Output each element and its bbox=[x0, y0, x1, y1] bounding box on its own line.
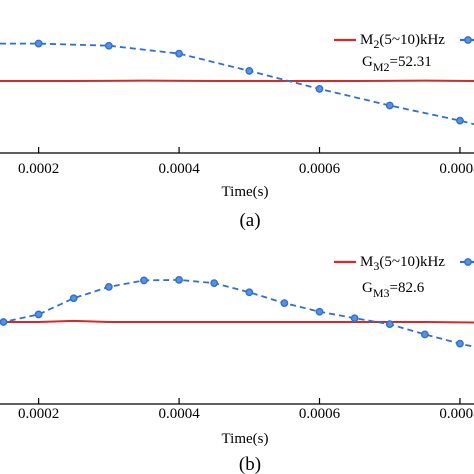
data-point bbox=[140, 276, 148, 285]
data-point bbox=[280, 299, 289, 307]
x-tick-label: 0.0002 bbox=[18, 161, 59, 177]
legend-entry-label: M2(5~10)kHz bbox=[360, 32, 445, 51]
data-point bbox=[175, 49, 183, 58]
data-point bbox=[350, 314, 359, 323]
x-axis-label: Time(s) bbox=[222, 184, 269, 200]
data-point bbox=[34, 39, 43, 48]
data-point bbox=[420, 330, 429, 339]
legend-marker-blue bbox=[464, 36, 472, 44]
x-tick-label: 0.0008 bbox=[439, 406, 474, 422]
legend-marker-blue bbox=[464, 258, 472, 266]
data-point bbox=[0, 318, 8, 326]
data-point bbox=[245, 288, 254, 297]
x-tick-label: 0.0006 bbox=[299, 406, 341, 422]
data-point bbox=[315, 307, 324, 316]
panel-label: (b) bbox=[239, 454, 261, 474]
x-tick-label: 0.0004 bbox=[158, 406, 200, 422]
x-tick-label: 0.0004 bbox=[158, 161, 200, 177]
x-tick-label: 0.0002 bbox=[18, 406, 59, 422]
data-point bbox=[69, 294, 78, 303]
data-point bbox=[104, 41, 113, 50]
legend-box bbox=[330, 250, 474, 272]
legend-entry-label: M3(5~10)kHz bbox=[360, 254, 445, 273]
data-point bbox=[456, 339, 464, 348]
x-tick-label: 0.0008 bbox=[439, 161, 474, 177]
data-point bbox=[245, 67, 254, 75]
data-point bbox=[385, 320, 394, 329]
panel-b: 0.0002 0.0004 0.0006 0.0008 Time(s) (b) M3(5~1… bbox=[0, 250, 474, 474]
data-point bbox=[34, 310, 43, 319]
legend-box bbox=[330, 28, 474, 50]
x-axis-label: Time(s) bbox=[222, 431, 269, 447]
gain-annotation: GM3=82.6 bbox=[362, 280, 425, 300]
data-point bbox=[456, 116, 464, 125]
data-point bbox=[315, 85, 324, 93]
panel-label: (a) bbox=[239, 210, 260, 231]
data-point bbox=[210, 279, 219, 288]
series-line-solid bbox=[0, 319, 474, 324]
data-point bbox=[104, 282, 113, 291]
x-tick-label: 0.0006 bbox=[299, 161, 341, 177]
gain-annotation: GM2=52.31 bbox=[362, 54, 432, 74]
panel-a: 0.0002 0.0004 0.0006 0.0008 Time(s) (a) M2(5~1… bbox=[0, 28, 474, 231]
data-point bbox=[385, 101, 394, 110]
data-point bbox=[175, 275, 183, 284]
